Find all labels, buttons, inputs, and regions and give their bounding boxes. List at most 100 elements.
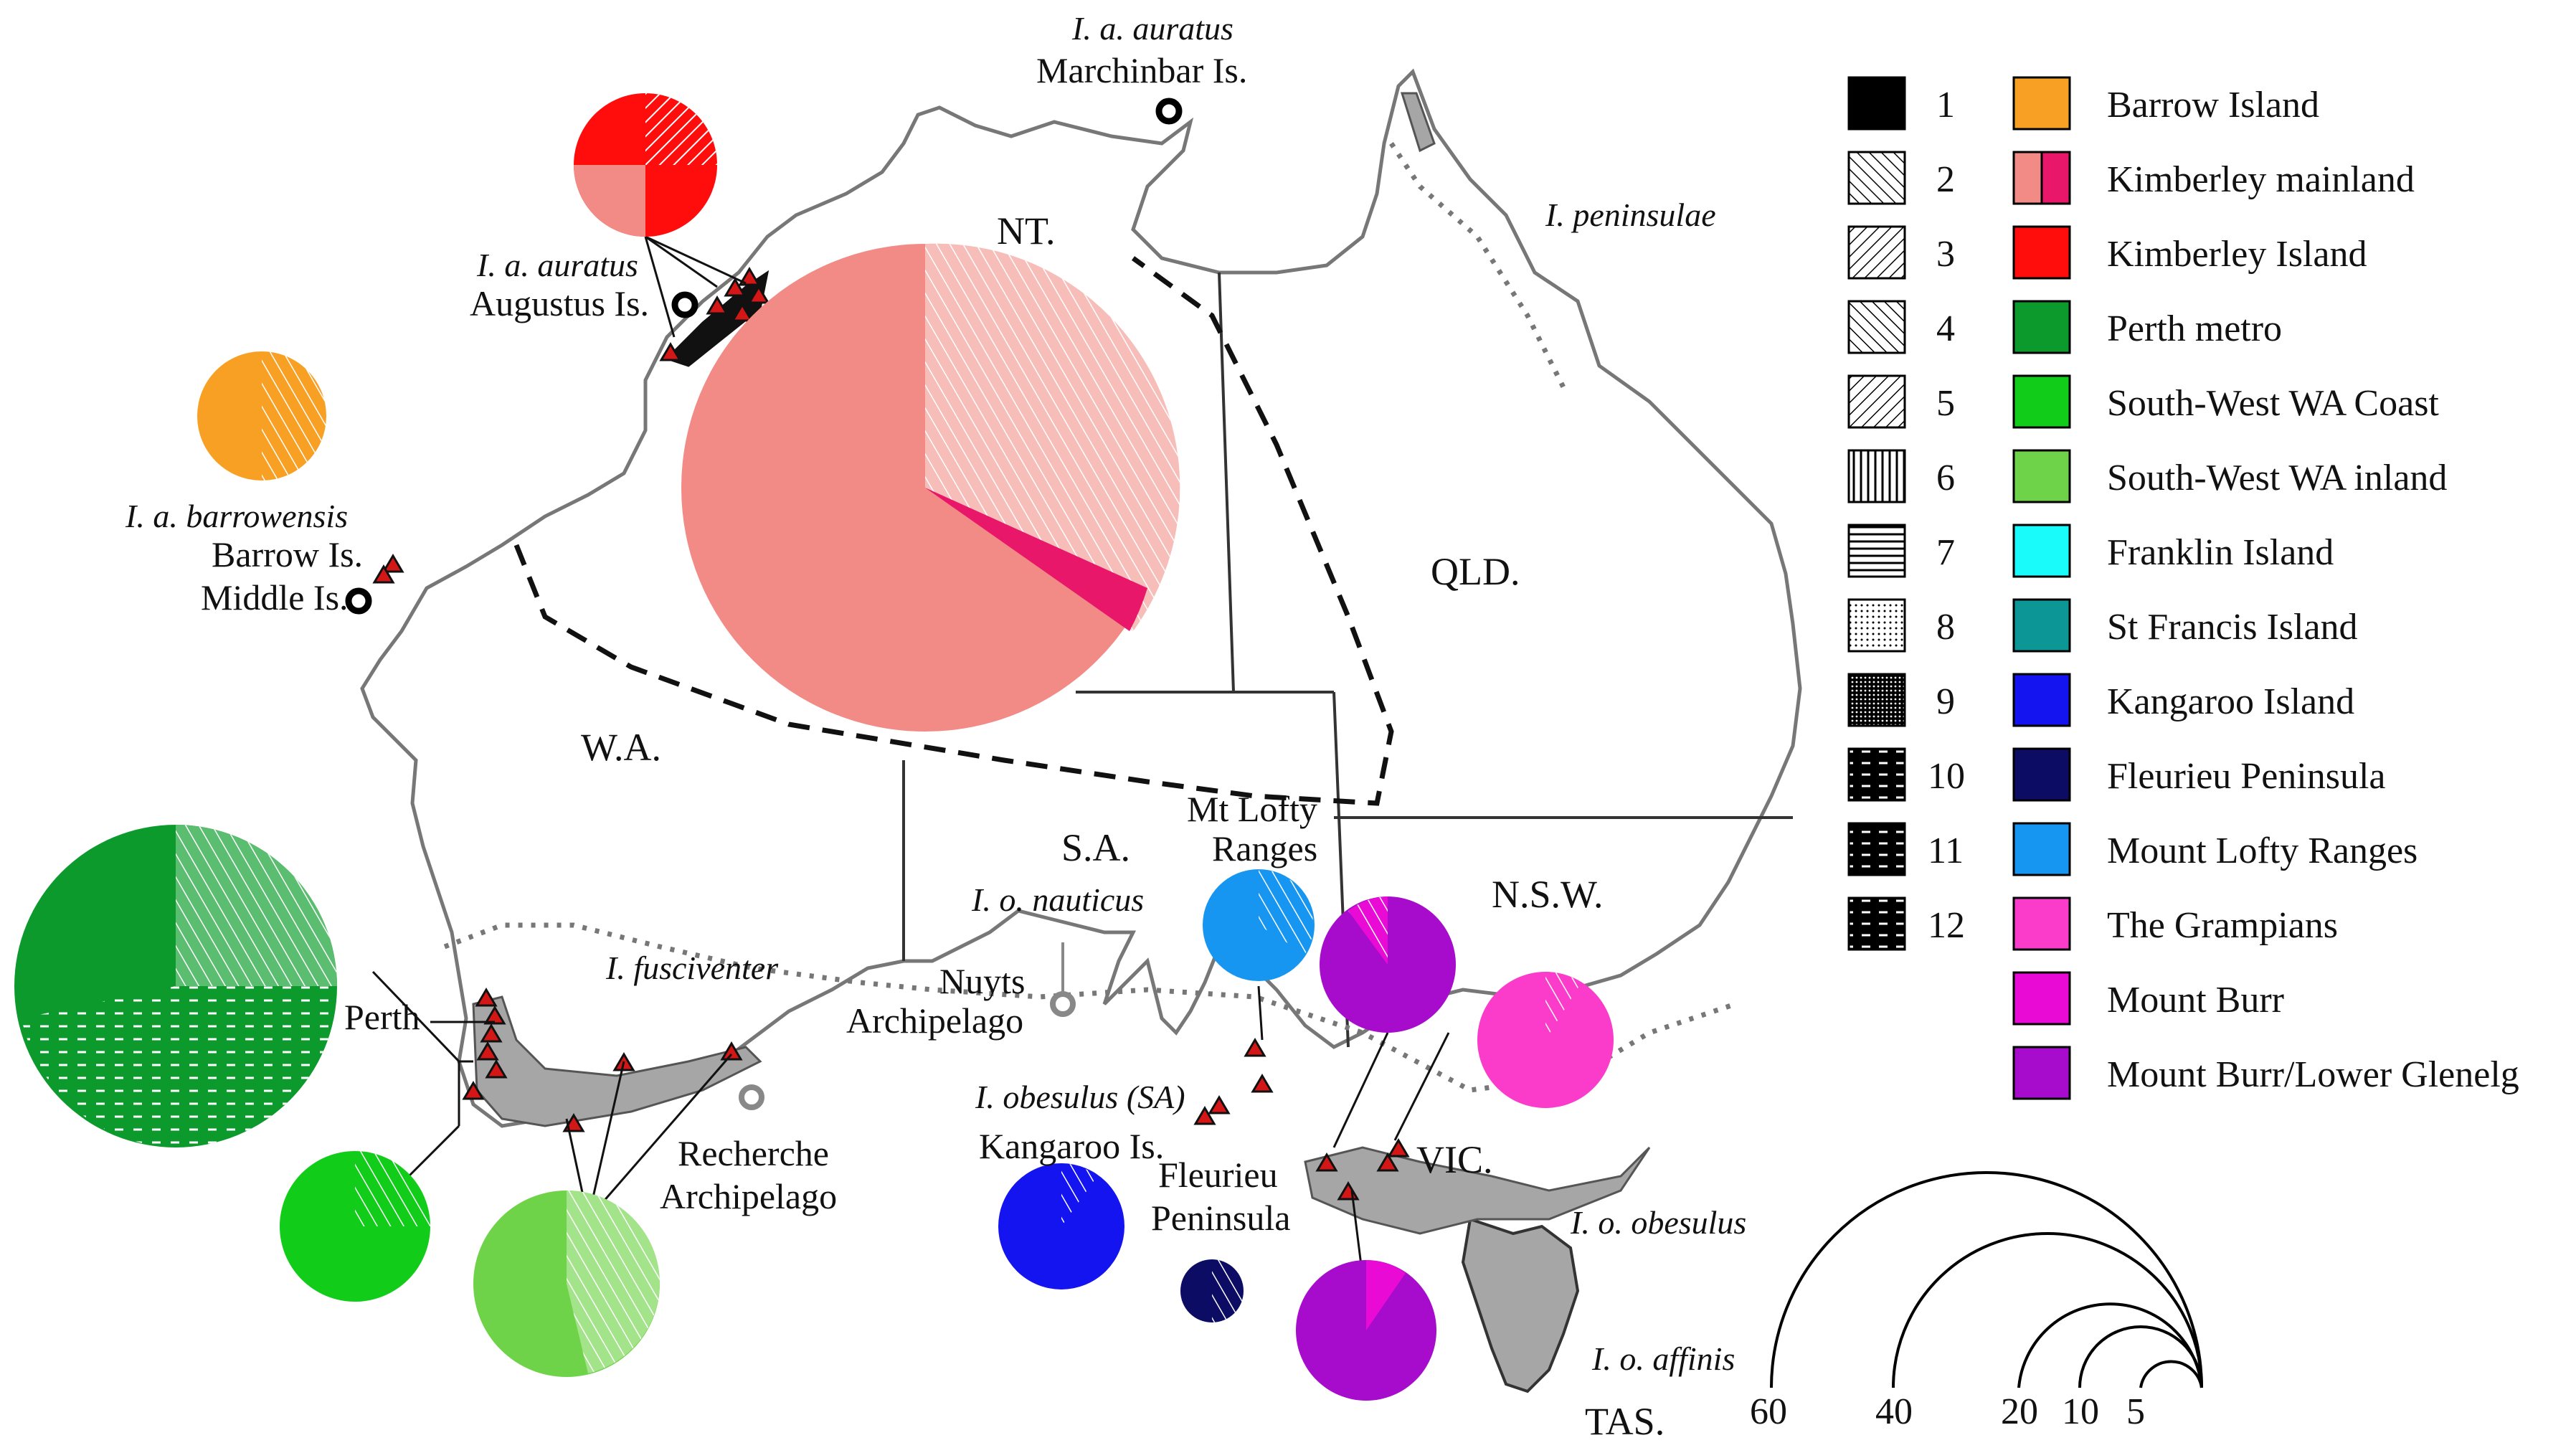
region-label: The Grampians bbox=[2107, 905, 2338, 946]
range-sw-wa bbox=[472, 995, 762, 1127]
pattern-swatch-4 bbox=[1847, 300, 1906, 354]
region-label: Kimberley mainland bbox=[2107, 159, 2415, 200]
place-label: Peninsula bbox=[1151, 1198, 1290, 1238]
site-marker bbox=[372, 564, 395, 584]
pattern-label: 7 bbox=[1936, 532, 1955, 573]
region-swatch bbox=[2040, 151, 2071, 205]
pie-kangaroo-island bbox=[998, 1163, 1124, 1289]
pie-mount-burr-lower-glenelg bbox=[1320, 896, 1456, 1033]
state-label-vic: VIC. bbox=[1416, 1138, 1493, 1181]
site-marker bbox=[747, 285, 770, 304]
region-label: Mount Burr bbox=[2107, 980, 2284, 1021]
state-label-nt: NT. bbox=[997, 209, 1055, 252]
region-swatch bbox=[2012, 300, 2071, 354]
site-marker bbox=[475, 988, 498, 1007]
species-label: I. o. obesulus bbox=[1570, 1204, 1746, 1241]
place-label: Fleurieu bbox=[1158, 1155, 1278, 1195]
site-marker bbox=[1315, 1153, 1338, 1172]
region-swatch bbox=[2012, 225, 2071, 280]
place-label: Perth bbox=[344, 997, 420, 1037]
species-label: I. a. barrowensis bbox=[125, 498, 348, 534]
site-marker bbox=[724, 278, 747, 297]
region-swatch bbox=[2012, 822, 2071, 876]
augustus-marker bbox=[671, 291, 699, 318]
region-swatch bbox=[2012, 524, 2071, 578]
site-marker bbox=[1244, 1038, 1266, 1057]
site-marker bbox=[659, 342, 682, 361]
pattern-label: 8 bbox=[1936, 607, 1955, 648]
scale-arc-5 bbox=[2139, 1360, 2203, 1388]
site-marker bbox=[480, 1023, 503, 1043]
pattern-swatch-1 bbox=[1847, 76, 1906, 131]
site-marker bbox=[720, 1041, 743, 1061]
place-label: Nuyts bbox=[939, 961, 1025, 1001]
scale-arc-40 bbox=[1892, 1232, 2203, 1388]
legend-regions: Barrow Island Kimberley mainland Kimberley… bbox=[2012, 76, 2519, 1100]
place-label: Archipelago bbox=[660, 1176, 837, 1216]
region-swatch bbox=[2012, 971, 2071, 1026]
pie-grampians bbox=[1477, 972, 1614, 1108]
pattern-swatch-6 bbox=[1847, 449, 1906, 503]
pattern-swatch-8 bbox=[1847, 598, 1906, 653]
species-label: I. o. affinis bbox=[1591, 1340, 1735, 1377]
range-qld-east bbox=[1400, 92, 1436, 153]
site-marker bbox=[382, 554, 404, 573]
region-label: St Francis Island bbox=[2107, 607, 2358, 648]
region-label: Mount Burr/Lower Glenelg bbox=[2107, 1054, 2519, 1095]
scale-arc-10 bbox=[2078, 1325, 2203, 1388]
pie-barrow-island bbox=[197, 351, 326, 481]
boundary-auratus bbox=[513, 256, 1394, 806]
pattern-label: 10 bbox=[1928, 756, 1965, 797]
scale-label: 10 bbox=[2062, 1391, 2099, 1432]
site-marker bbox=[483, 1005, 506, 1025]
boundary-peninsulae bbox=[1389, 142, 1566, 389]
place-label: Marchinbar Is. bbox=[1036, 50, 1247, 90]
place-label: Kangaroo Is. bbox=[979, 1126, 1164, 1166]
pie-mount-burr bbox=[1296, 1260, 1436, 1401]
pie-kimberley-mainland bbox=[681, 243, 1180, 732]
pie-sw-wa-inland bbox=[473, 1191, 660, 1377]
species-label: I. fusciventer bbox=[605, 950, 779, 986]
region-label: Fleurieu Peninsula bbox=[2107, 756, 2386, 797]
pattern-swatch-9 bbox=[1847, 673, 1906, 727]
site-marker bbox=[1376, 1153, 1399, 1172]
pattern-label: 5 bbox=[1936, 383, 1955, 424]
recherche-marker bbox=[739, 1084, 764, 1110]
pattern-swatch-10 bbox=[1847, 747, 1906, 802]
region-swatch bbox=[2012, 1046, 2071, 1100]
state-label-tas: TAS. bbox=[1585, 1400, 1665, 1443]
site-marker bbox=[731, 303, 754, 322]
pattern-label: 4 bbox=[1936, 308, 1955, 349]
scale-label: 40 bbox=[1875, 1391, 1913, 1432]
place-label: Augustus Is. bbox=[470, 283, 649, 323]
pattern-label: 11 bbox=[1928, 830, 1964, 871]
pie-size-scale bbox=[1770, 1171, 2203, 1388]
region-swatch bbox=[2012, 598, 2071, 653]
state-label-nsw: N.S.W. bbox=[1492, 873, 1604, 916]
pie-kimberley-island bbox=[574, 93, 717, 237]
region-swatch bbox=[2012, 673, 2071, 727]
tasmania-outline bbox=[1461, 1217, 1580, 1393]
site-marker bbox=[1193, 1106, 1216, 1125]
pattern-swatch-3 bbox=[1847, 225, 1906, 280]
region-swatch bbox=[2012, 151, 2043, 205]
island-markers bbox=[345, 98, 1183, 1110]
place-label: Barrow Is. bbox=[212, 534, 363, 574]
region-label: Barrow Island bbox=[2107, 85, 2319, 126]
legend-patterns: 1 2 3 4 5 6 7 8 9 10 11 12 bbox=[1847, 76, 1965, 951]
site-marker bbox=[476, 1041, 499, 1061]
scale-label: 20 bbox=[2001, 1391, 2038, 1432]
state-label-wa: W.A. bbox=[581, 726, 661, 769]
state-label-qld: QLD. bbox=[1431, 550, 1520, 593]
site-marker bbox=[462, 1081, 485, 1100]
region-label: South-West WA Coast bbox=[2107, 383, 2439, 424]
marchinbar-marker bbox=[1155, 98, 1183, 125]
pie-sw-wa-coast bbox=[280, 1151, 430, 1302]
pie-perth-metro bbox=[14, 825, 337, 1147]
pie-mount-lofty bbox=[1203, 869, 1315, 981]
place-label: Mt Lofty bbox=[1187, 789, 1317, 829]
place-label: Recherche bbox=[678, 1133, 829, 1173]
site-marker bbox=[738, 267, 761, 286]
region-swatch bbox=[2012, 747, 2071, 802]
pattern-label: 2 bbox=[1936, 159, 1955, 200]
